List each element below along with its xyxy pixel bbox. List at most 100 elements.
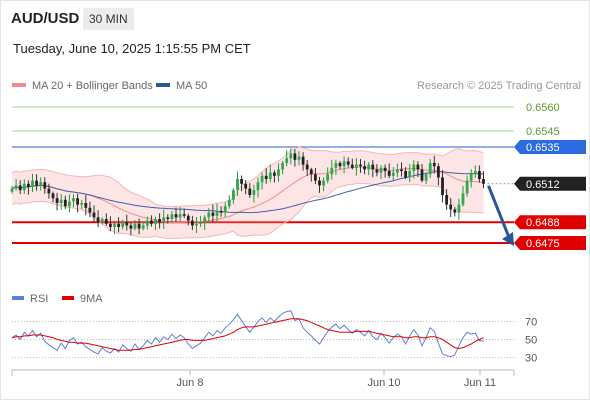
candle-body [18,185,22,191]
candle-body [469,174,473,181]
research-credit: Research © 2025 Trading Central [416,80,581,92]
candle-body [174,214,178,218]
candle-body [350,164,354,168]
candle-body [375,169,379,173]
candle-body [383,167,387,171]
candle-body [416,164,420,170]
candle-body [314,174,317,181]
candle-body [145,220,149,226]
candle-body [367,164,371,170]
legend-label-ma20: MA 20 + Bollinger Bands [32,80,153,92]
candle-body [43,182,47,189]
candle-body [186,215,190,221]
candle-body [391,172,395,176]
legend-label-ma50: MA 50 [176,80,208,92]
price-level-label: 0.6535 [526,142,560,154]
header-bar: AUD/USD 30 MIN [0,0,590,37]
candle-body [117,223,120,227]
candle-body [35,180,38,186]
x-tick-label: Jun 10 [367,377,400,389]
candle-body [211,212,215,216]
legend-item-ma50: MA 50 [156,80,207,92]
candle-body [236,179,239,191]
candle-body [453,209,457,213]
candle-body [465,180,469,194]
price-level-label: 0.6512 [526,179,560,191]
price-label-tag [514,176,586,191]
candle-body [199,222,202,224]
candle-body [408,171,412,178]
candle-body [285,158,289,163]
candle-body [100,219,104,223]
candle-body [457,204,461,213]
legend-item-9ma: 9MA [62,293,103,305]
x-tick-label: Jun 8 [177,377,204,389]
projection-arrow [487,185,512,241]
timeframe-badge[interactable]: 30 MIN [83,8,134,30]
candle-body [158,219,161,223]
candle-body [68,201,71,207]
candle-body [96,217,100,223]
price-label-tag [514,215,586,230]
candle-body [248,188,252,195]
candle-body [31,180,34,187]
legend-swatch-9ma [62,296,74,301]
candle-body [424,174,428,181]
candle-body [92,212,96,218]
rsi-9ma-line [11,318,484,351]
candle-body [133,223,137,229]
rsi-tick-label: 70 [525,317,537,329]
legend-swatch-rsi [12,296,24,301]
price-label-tag [514,236,586,250]
candle-body [219,211,223,213]
candle-body [39,182,43,186]
candle-body [203,217,207,223]
candle-body [162,217,166,223]
candle-body [137,223,141,229]
legend-label-9ma: 9MA [80,293,103,305]
price-level-label: 0.6560 [526,102,560,114]
bollinger-lower [11,182,484,239]
candle-body [51,193,55,199]
candle-body [150,220,153,224]
candle-body [141,225,145,229]
legend-label-rsi: RSI [30,293,49,305]
bollinger-band [12,147,484,239]
candle-body [318,180,321,186]
candle-body [10,188,14,192]
candle-body [326,174,330,181]
legend-item-rsi: RSI [12,293,48,305]
candle-body [301,156,305,165]
candle-body [59,199,63,203]
candle-body [72,198,75,202]
candle-body [441,177,444,195]
candle-body [277,169,280,176]
candle-body [109,223,112,227]
candle-body [322,180,325,186]
price-level-label: 0.6545 [526,126,560,138]
candle-body [268,172,272,179]
candle-body [478,171,481,179]
candle-body [260,175,264,183]
candle-body [437,166,440,178]
candle-body [63,199,67,207]
candle-body [207,212,211,218]
candle-body [256,182,260,191]
candle-body [338,163,342,167]
candle-body [215,211,219,216]
candle-body [371,164,375,170]
candle-body [170,214,174,219]
candle-body [334,163,338,168]
candle-body [129,225,133,229]
candle-body [330,167,334,175]
candle-body [293,153,297,160]
candle-body [125,222,129,226]
price-level-label: 0.6475 [526,238,560,250]
candle-body [223,206,227,213]
candle-body [47,188,51,194]
candle-body [121,222,125,227]
candle-body [428,163,432,175]
candle-body [482,179,485,184]
candle-body [412,164,416,171]
